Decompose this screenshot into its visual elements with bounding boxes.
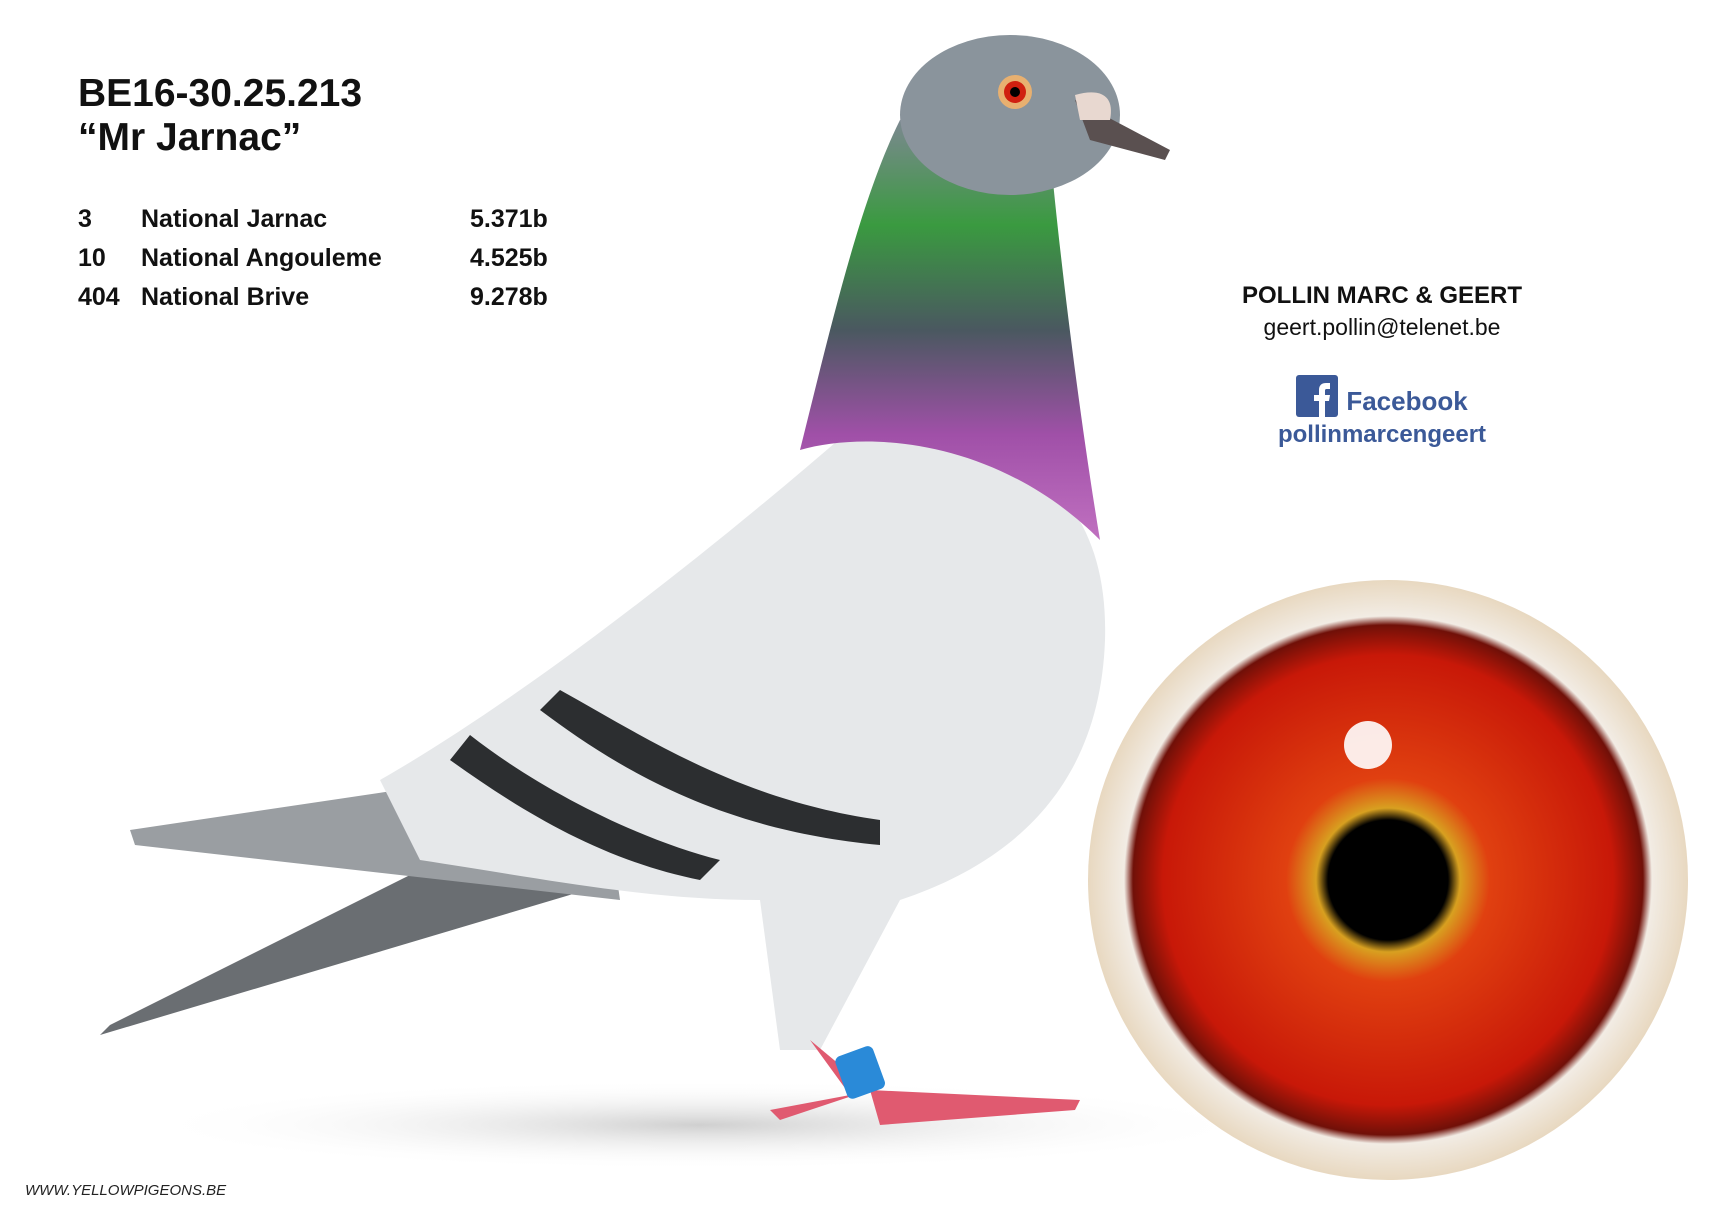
result-place: 10: [78, 244, 106, 272]
facebook-label: Facebook: [1346, 386, 1468, 416]
result-place: 3: [78, 205, 92, 233]
result-birds: 9.278b: [470, 283, 548, 311]
result-birds: 5.371b: [470, 205, 548, 233]
facebook-handle: pollinmarcengeert: [1277, 421, 1487, 448]
facebook-icon: [1296, 375, 1339, 417]
result-row: 3 National Jarnac 5.371b: [78, 205, 598, 244]
pigeon-name: “Mr Jarnac”: [78, 116, 302, 159]
result-row: 404 National Brive 9.278b: [78, 283, 598, 322]
pigeon-title: BE16-30.25.213 “Mr Jarnac”: [78, 72, 362, 160]
leg-ring: [835, 1046, 885, 1099]
website-footer[interactable]: WWW.YELLOWPIGEONS.BE: [25, 1182, 227, 1199]
email-link[interactable]: geert.pollin@telenet.be: [1263, 314, 1501, 340]
result-race: National Brive: [141, 283, 310, 311]
result-place: 404: [78, 283, 120, 311]
eye-closeup: [1088, 580, 1688, 1180]
ring-number: BE16-30.25.213: [78, 72, 363, 115]
shadow: [140, 1080, 1260, 1170]
contact-block: POLLIN MARC & GEERT geert.pollin@telenet…: [1182, 282, 1582, 449]
result-race: National Angouleme: [141, 244, 382, 272]
neck: [800, 120, 1100, 540]
results-list: 3 National Jarnac 5.371b 10 National Ang…: [78, 205, 598, 322]
result-row: 10 National Angouleme 4.525b: [78, 244, 598, 283]
head: [900, 35, 1120, 195]
facebook-link[interactable]: Facebook pollinmarcengeert: [1182, 375, 1582, 449]
body: [380, 428, 1106, 1050]
result-birds: 4.525b: [470, 244, 548, 272]
result-race: National Jarnac: [141, 205, 328, 233]
owner-name: POLLIN MARC & GEERT: [1242, 282, 1522, 309]
